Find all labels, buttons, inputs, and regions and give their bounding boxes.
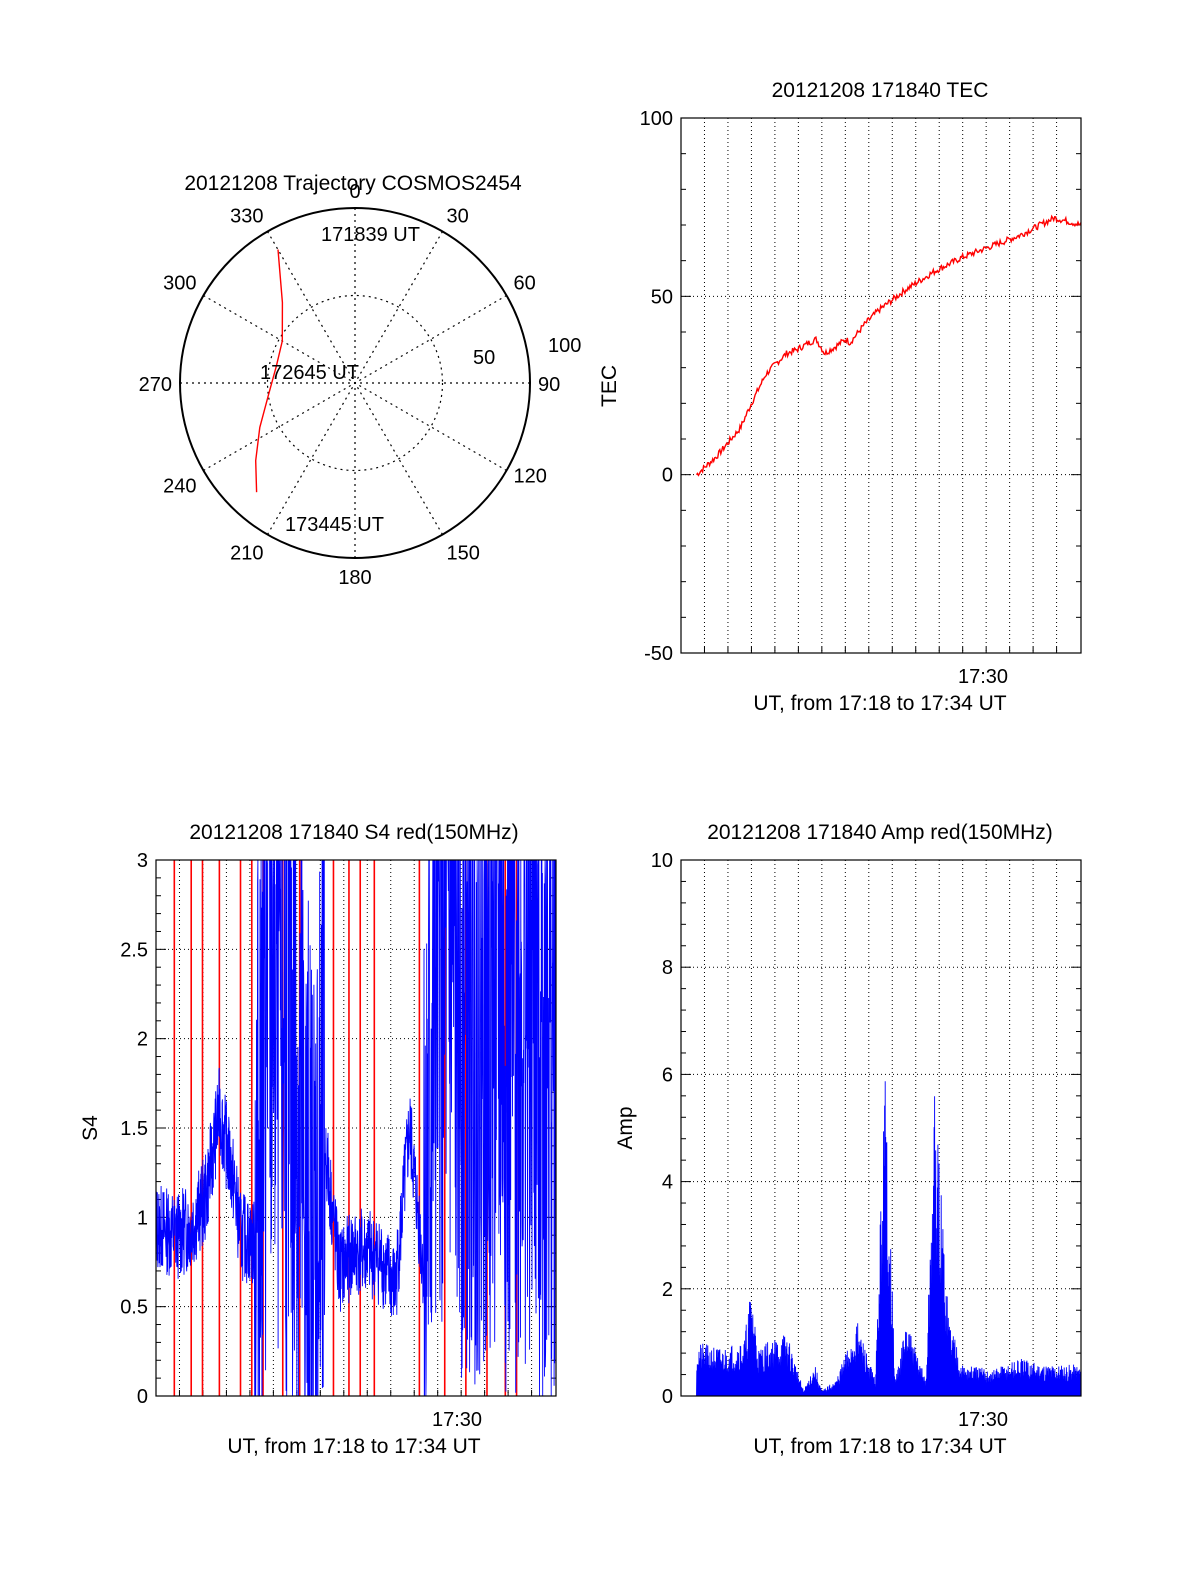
polar-angle-label-270: 270: [139, 374, 172, 396]
y-tick-label: -50: [644, 643, 673, 665]
s4-y-label: S4: [79, 1115, 102, 1141]
y-tick-label: 3: [137, 850, 148, 872]
amp-x-tick-1730: 17:30: [958, 1409, 1008, 1431]
polar-angle-label-300: 300: [163, 273, 196, 295]
amp-panel: 20121208 171840 Amp red(150MHz) 0246810 …: [614, 821, 1082, 1458]
tec-title: 20121208 171840 TEC: [772, 79, 989, 102]
tec-grid: [681, 118, 1081, 653]
amp-series: [696, 1081, 1082, 1397]
y-tick-label: 8: [662, 957, 673, 979]
polar-angle-label-90: 90: [538, 374, 560, 396]
y-tick-label: 10: [651, 850, 673, 872]
polar-angle-label-60: 60: [513, 273, 535, 295]
amp-y-ticks: 0 2 4 6 8 10: [651, 850, 1081, 1408]
polar-trajectory-panel: 20121208 Trajectory COSMOS2454 0 30 60 90 12…: [139, 172, 582, 589]
amp-title: 20121208 171840 Amp red(150MHz): [707, 821, 1053, 844]
polar-ring-50: [266, 294, 444, 472]
tec-x-label: UT, from 17:18 to 17:34 UT: [753, 692, 1006, 715]
amp-grid: [681, 860, 1081, 1396]
polar-angle-label-240: 240: [163, 476, 196, 498]
trajectory-start-label: 171839 UT: [321, 224, 420, 246]
s4-frame: [155, 859, 557, 1397]
polar-radius-label-50: 50: [473, 347, 495, 369]
polar-title: 20121208 Trajectory COSMOS2454: [184, 172, 522, 195]
s4-title: 20121208 171840 S4 red(150MHz): [189, 821, 518, 844]
y-tick-label: 0: [137, 1386, 148, 1408]
y-tick-label: 1: [137, 1207, 148, 1229]
trajectory-mid-label: 172645 UT: [260, 362, 359, 384]
tec-y-label: TEC: [598, 365, 621, 407]
s4-series: [155, 859, 557, 1397]
polar-outer-circle: [179, 207, 531, 559]
y-tick-label: 6: [662, 1064, 673, 1086]
s4-x-tick-1730: 17:30: [432, 1409, 482, 1431]
y-tick-label: 50: [651, 286, 673, 308]
amp-y-label: Amp: [614, 1106, 637, 1149]
trajectory-end-label: 173445 UT: [285, 514, 384, 536]
polar-angle-label-330: 330: [230, 206, 263, 228]
polar-grid: [180, 208, 530, 558]
tec-y-ticks: -50 0 50 100: [640, 108, 1081, 665]
polar-angle-label-210: 210: [230, 542, 263, 564]
y-tick-label: 0: [662, 465, 673, 487]
polar-angle-label-30: 30: [447, 206, 469, 228]
polar-angle-labels: 0 30 60 90 120 150 180 210 240 270 300 330: [139, 181, 561, 589]
y-tick-label: 2: [137, 1029, 148, 1051]
amp-x-label: UT, from 17:18 to 17:34 UT: [753, 1435, 1006, 1458]
s4-panel: 20121208 171840 S4 red(150MHz) 0 0.5 1 1.5 2…: [79, 821, 557, 1458]
tec-panel: 20121208 171840 TEC -50 0 50 100 17:30 UT, …: [598, 79, 1082, 715]
polar-angle-label-120: 120: [513, 466, 546, 488]
tec-line: [695, 214, 1082, 477]
y-tick-label: 100: [640, 108, 673, 130]
s4-x-label: UT, from 17:18 to 17:34 UT: [227, 1435, 480, 1458]
polar-angle-label-0: 0: [349, 181, 360, 203]
y-tick-label: 2: [662, 1279, 673, 1301]
trajectory-line: [254, 249, 284, 493]
tec-x-tick-1730: 17:30: [958, 666, 1008, 688]
y-tick-label: 0.5: [120, 1297, 148, 1319]
polar-angle-label-180: 180: [338, 567, 371, 589]
amp-blue-line: [696, 1081, 1082, 1397]
polar-radius-label-100: 100: [548, 335, 581, 357]
y-tick-label: 4: [662, 1172, 673, 1194]
y-tick-label: 1.5: [120, 1118, 148, 1140]
tec-series: [695, 214, 1082, 477]
polar-spoke: [266, 231, 444, 535]
y-tick-label: 0: [662, 1386, 673, 1408]
amp-frame: [680, 859, 1082, 1397]
y-tick-label: 2.5: [120, 939, 148, 961]
polar-angle-label-150: 150: [447, 542, 480, 564]
tec-frame: [680, 117, 1082, 654]
